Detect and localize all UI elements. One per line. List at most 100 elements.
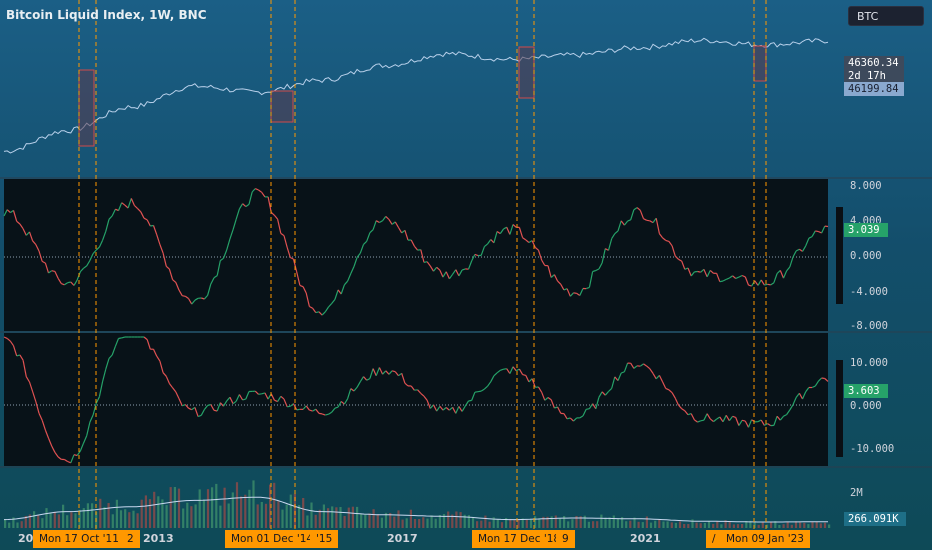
last-price-label: 46360.34 xyxy=(844,56,904,70)
osc2-segment xyxy=(436,405,441,412)
osc1-segment xyxy=(627,219,631,222)
osc1-segment xyxy=(12,210,18,222)
osc2-segment xyxy=(274,399,278,403)
osc2-segment xyxy=(614,376,619,381)
volume-bar xyxy=(248,489,251,528)
osc2-segment xyxy=(222,400,228,407)
osc1-segment xyxy=(493,231,498,243)
osc2-segment xyxy=(6,337,11,342)
osc1-segment xyxy=(563,288,568,291)
volume-bar xyxy=(161,499,164,528)
osc2-segment xyxy=(325,413,329,416)
volume-bar xyxy=(799,522,802,528)
volume-bar xyxy=(28,514,31,528)
osc1-segment xyxy=(48,270,53,274)
osc1-segment xyxy=(121,202,126,206)
osc1-last-label: 3.039 xyxy=(844,223,888,237)
osc2-segment xyxy=(697,420,701,423)
osc2-segment xyxy=(41,420,46,431)
volume-bar xyxy=(12,517,15,528)
volume-bar xyxy=(16,522,19,528)
osc2-segment xyxy=(12,345,18,357)
osc2-segment xyxy=(328,411,333,415)
osc1-segment xyxy=(452,269,457,275)
osc2-segment xyxy=(111,346,116,356)
osc2-segment xyxy=(22,360,27,377)
volume-bar xyxy=(637,521,640,528)
osc1-segment xyxy=(178,289,183,296)
volume-bar xyxy=(372,509,375,528)
volume-last-label: 266.091K xyxy=(844,512,906,526)
osc2-segment xyxy=(382,370,387,375)
osc2-segment xyxy=(643,363,648,367)
osc2-segment xyxy=(595,397,600,409)
osc1-segment xyxy=(801,245,807,252)
volume-bar xyxy=(629,520,632,528)
volume-bar xyxy=(666,521,669,528)
osc1-segment xyxy=(655,218,660,234)
volume-bar xyxy=(749,520,752,528)
osc2-segment xyxy=(318,412,323,415)
osc1-segment xyxy=(105,219,110,232)
osc2-segment xyxy=(82,435,88,444)
volume-bar xyxy=(471,517,475,528)
osc2-segment xyxy=(334,406,339,409)
osc1-segment xyxy=(410,239,415,247)
osc1-segment xyxy=(560,284,565,291)
osc2-segment xyxy=(764,423,768,426)
volume-bar xyxy=(674,522,677,528)
symbol-box[interactable]: BTC xyxy=(848,6,924,26)
osc1-segment xyxy=(229,229,234,240)
osc1-segment xyxy=(117,202,123,211)
osc2-segment xyxy=(200,409,205,416)
volume-bar xyxy=(442,514,446,528)
osc2-segment xyxy=(410,385,415,391)
osc1-segment xyxy=(130,198,135,206)
volume-bar xyxy=(633,517,636,528)
volume-bar xyxy=(658,519,661,528)
osc1-segment xyxy=(461,268,466,271)
osc2-segment xyxy=(152,348,158,357)
osc1-segment xyxy=(528,240,533,244)
osc2-segment xyxy=(805,387,810,393)
osc2-segment xyxy=(121,336,126,339)
volume-bar xyxy=(70,512,73,528)
osc1-segment xyxy=(124,204,129,209)
volume-bar xyxy=(128,512,131,528)
volume-bar xyxy=(455,511,458,528)
osc1-segment xyxy=(671,245,676,257)
volume-bar xyxy=(401,519,404,528)
osc2-segment xyxy=(76,450,81,456)
osc1-segment xyxy=(331,299,336,304)
osc2-tick: -10.000 xyxy=(850,443,895,455)
osc2-last-label: 3.603 xyxy=(844,384,888,398)
volume-bar xyxy=(571,519,574,528)
osc2-panel xyxy=(4,333,828,466)
osc1-segment xyxy=(534,247,539,251)
osc2-segment xyxy=(197,414,202,418)
osc2-segment xyxy=(92,402,97,416)
osc1-segment xyxy=(6,209,11,214)
osc2-segment xyxy=(207,403,211,407)
volume-bar xyxy=(803,522,806,528)
osc2-segment xyxy=(445,407,450,411)
volume-bar xyxy=(227,503,230,528)
volume-bar xyxy=(306,515,309,528)
osc2-segment xyxy=(32,391,37,402)
osc1-segment xyxy=(159,244,164,254)
osc1-segment xyxy=(690,271,695,277)
date-marker-label: Mon 09 Jan '23 xyxy=(720,530,810,548)
volume-bar xyxy=(169,487,172,528)
osc2-segment xyxy=(188,407,192,411)
osc1-segment xyxy=(388,219,393,225)
osc2-segment xyxy=(776,415,781,421)
osc1-segment xyxy=(455,269,460,277)
osc1-segment xyxy=(54,271,59,279)
osc1-segment xyxy=(445,271,450,280)
osc1-segment xyxy=(312,307,317,313)
osc2-segment xyxy=(238,394,244,401)
osc1-segment xyxy=(397,227,403,234)
osc1-segment xyxy=(232,219,237,230)
